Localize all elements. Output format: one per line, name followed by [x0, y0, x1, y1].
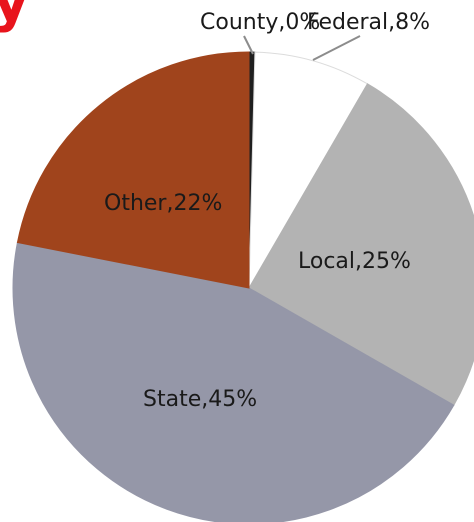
slice-label-federal: Federal,8%	[307, 10, 430, 35]
slice-label-other: Other,22%	[104, 191, 222, 216]
county-leader-line	[243, 35, 254, 55]
pie-slice-other	[16, 51, 250, 289]
pie-slices	[12, 51, 474, 522]
slice-label-state: State,45%	[143, 387, 257, 412]
partial-title-glyph: y	[0, 0, 30, 34]
federal-leader-line	[312, 35, 361, 61]
pie-slice-federal	[248, 51, 369, 289]
pie-slice-state	[12, 241, 455, 522]
pie-slice-local	[248, 83, 474, 406]
slice-label-local: Local,25%	[298, 249, 411, 274]
slice-label-county: County,0%	[200, 10, 320, 35]
